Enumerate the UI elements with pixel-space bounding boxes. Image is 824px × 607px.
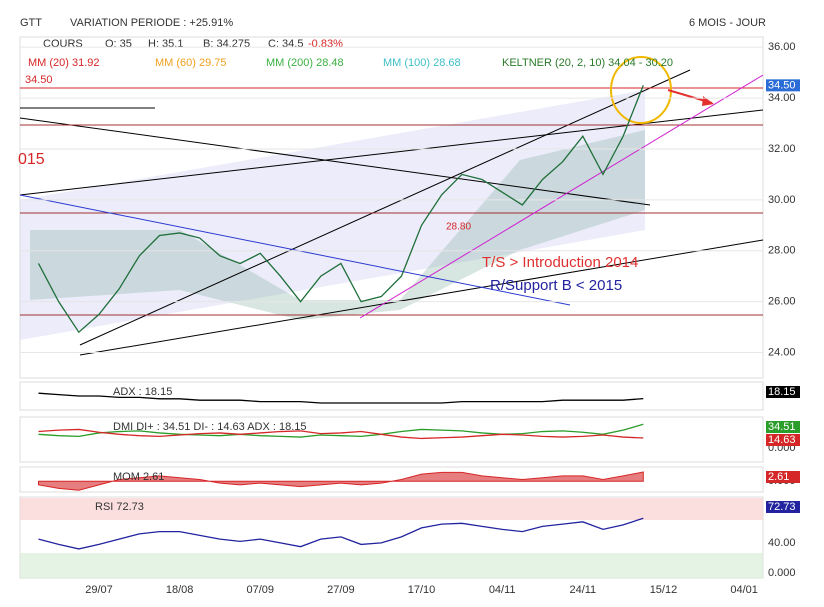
value-box-bg <box>766 386 800 398</box>
panel-label: DMI DI+ : 34.51 DI- : 14.63 ADX : 18.15 <box>113 421 307 433</box>
panel-label: RSI 72.73 <box>95 501 144 513</box>
series-line <box>37 85 644 334</box>
channel <box>20 90 645 340</box>
adx-panel <box>19 381 764 411</box>
keltner-band <box>30 130 645 320</box>
series-line <box>38 392 644 404</box>
legend-entry: MM (60) 29.75 <box>155 57 227 69</box>
value-box: 34.51 <box>768 421 796 433</box>
x-tick-label: 04/01 <box>730 584 758 596</box>
y-tick-label: 36.00 <box>768 41 796 53</box>
trendline <box>359 74 764 319</box>
symbol: GTT <box>20 17 42 29</box>
value-box-bg <box>766 501 800 513</box>
value-box-bg <box>766 471 800 483</box>
value-box: 18.15 <box>768 386 796 398</box>
panel-label: MOM 2.61 <box>113 471 164 483</box>
overbought-zone <box>20 498 763 520</box>
value-box-bg <box>766 434 800 446</box>
x-tick-label: 24/11 <box>569 584 596 596</box>
y-tick-label: 30.00 <box>768 194 796 206</box>
y-tick-label: 34.00 <box>768 92 796 104</box>
annotation: 015 <box>18 151 45 168</box>
dmi-panel <box>19 416 764 463</box>
trendline <box>79 69 691 346</box>
trendline <box>19 117 651 206</box>
x-tick-label: 07/09 <box>246 584 274 596</box>
period: 6 MOIS - JOUR <box>689 17 766 29</box>
legend-entry: MM (20) 31.92 <box>28 57 100 69</box>
x-tick-label: 29/07 <box>85 584 113 596</box>
series-line <box>38 428 644 440</box>
annotation: 28.80 <box>446 222 471 233</box>
value-box: 14.63 <box>768 434 796 446</box>
value-box-bg <box>766 421 800 433</box>
y-tick-label: 0.000 <box>768 567 796 579</box>
annotation: T/S > Introduction 2014 <box>482 254 638 271</box>
series-line <box>38 423 644 438</box>
value-box: 72.73 <box>768 501 796 513</box>
mom-panel <box>19 466 764 493</box>
legend-entry: MM (100) 28.68 <box>383 57 461 69</box>
trendline <box>19 194 571 306</box>
annotation: R/Support B < 2015 <box>490 277 622 294</box>
trendline <box>79 239 764 356</box>
left-price: 34.50 <box>25 74 53 86</box>
change: -0.83% <box>308 38 343 50</box>
oversold-zone <box>20 553 763 578</box>
variation: VARIATION PERIODE : +25.91% <box>70 17 233 29</box>
x-tick-label: 17/10 <box>408 584 436 596</box>
x-tick-label: 18/08 <box>166 584 194 596</box>
high: H: 35.1 <box>148 38 183 50</box>
trendline <box>19 109 764 196</box>
series-area <box>38 471 644 491</box>
series-line <box>38 517 644 550</box>
last-value: 34.50 <box>768 79 796 91</box>
last-value-bg <box>766 79 800 92</box>
x-tick-label: 15/12 <box>650 584 678 596</box>
legend-entry: MM (200) 28.48 <box>266 57 344 69</box>
x-tick-label: 04/11 <box>489 584 516 596</box>
series-name: COURS <box>43 38 83 50</box>
panel-label: ADX : 18.15 <box>113 386 172 398</box>
y-tick-label: 26.00 <box>768 296 796 308</box>
y-tick-label: 24.00 <box>768 346 796 358</box>
y-tick-label: 40.00 <box>768 537 796 549</box>
y-tick-label: 32.00 <box>768 143 796 155</box>
close: C: 34.5 <box>268 38 303 50</box>
low: B: 34.275 <box>203 38 250 50</box>
value-box: 2.61 <box>768 471 789 483</box>
price-panel <box>19 36 764 379</box>
y-tick-label: 28.00 <box>768 245 796 257</box>
x-tick-label: 27/09 <box>327 584 355 596</box>
legend-entry: KELTNER (20, 2, 10) 34.04 - 30.20 <box>502 57 673 69</box>
open: O: 35 <box>105 38 132 50</box>
